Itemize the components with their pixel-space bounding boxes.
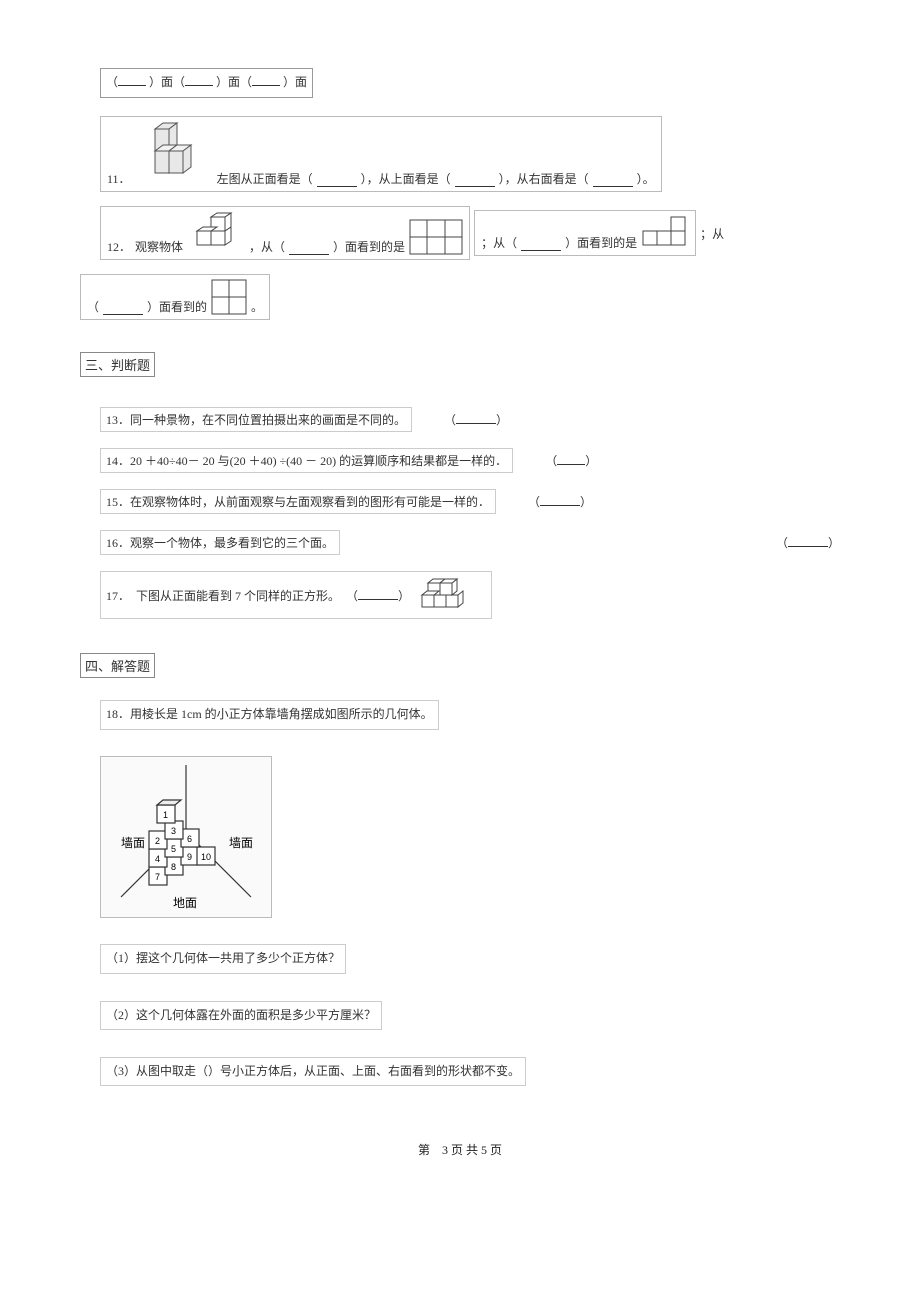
q11-t1: 左图从正面看是（ [217,170,313,187]
q13-row: 13．同一种景物，在不同位置拍摄出来的画面是不同的。 （） [100,407,840,432]
q15-ans: （） [528,493,592,510]
q18-figure-svg: 7 8 9 10 4 5 6 2 3 1 墙面 墙面 地面 [101,757,271,917]
q17-cubes-icon [416,575,486,615]
footer-a: 第 [418,1143,430,1157]
q11-t2: ），从上面看是（ [361,170,451,187]
q12-grid-2x3-icon [409,219,463,255]
q12-card-c: （ ）面看到的 。 [80,274,270,320]
q16-num: 16． [106,536,130,550]
q11-num: 11． [107,170,131,187]
svg-text:10: 10 [201,852,211,862]
q10-a: （ [106,75,118,89]
q14-num: 14． [106,454,130,468]
q18-sub2: （2）这个几何体露在外面的面积是多少平方厘米？ [100,1001,840,1035]
section3-header: 三、判断题 [80,352,155,377]
q11-t3: ），从右面看是（ [499,170,589,187]
q12-blank3[interactable] [103,303,143,315]
q13-num: 13． [106,413,130,427]
q11-card: 11． 左图从正面看是（ ），从上面看是（ ），从右面看是（ ）。 [100,116,662,192]
q12-t2: ，从（ [249,238,285,255]
q12-row: 12． 观察物体 ，从（ ）面看到的是 ；从（ ）面看到的是 [100,206,840,260]
svg-text:3: 3 [171,826,176,836]
q13-blank[interactable] [456,412,496,424]
q15-text: 在观察物体时，从前面观察与左面观察看到的图形有可能是一样的． [130,495,490,509]
q12-t7: （ [87,298,99,315]
q16-row: 16．观察一个物体，最多看到它的三个面。 （） [100,530,840,555]
section4-header: 四、解答题 [80,653,155,678]
q14-row: 14．20 ＋40÷40－ 20 与(20 ＋40) ÷(40 － 20) 的运… [100,448,840,473]
q18-label-wall-l: 墙面 [121,836,145,850]
q18-sub1-text: （1）摆这个几何体一共用了多少个正方体？ [100,944,346,974]
q13-ans: （） [444,411,508,428]
svg-text:5: 5 [171,844,176,854]
q17-text: 下图从正面能看到 7 个同样的正方形。 [136,587,340,604]
q14-blank[interactable] [557,453,585,465]
q13-text: 同一种景物，在不同位置拍摄出来的画面是不同的。 [130,413,406,427]
q11-blank1[interactable] [317,175,357,187]
q10-blank2[interactable] [185,74,213,86]
q12-num: 12． [107,238,131,255]
q10-tail: （ ）面（ ）面（ ）面 [100,68,840,102]
q18-sub3: （3）从图中取走（）号小正方体后，从正面、上面、右面看到的形状都不变。 [100,1057,840,1091]
q12-card-b: ；从（ ）面看到的是 [474,210,696,256]
q18-sub2-text: （2）这个几何体露在外面的面积是多少平方厘米？ [100,1001,382,1031]
q10-b: ）面（ [149,75,185,89]
q14-text: 20 ＋40÷40－ 20 与(20 ＋40) ÷(40 － 20) 的运算顺序… [130,454,507,468]
q18-num: 18． [106,707,130,721]
q12-object-icon [187,211,245,255]
q16-blank[interactable] [788,535,828,547]
q15-num: 15． [106,495,130,509]
q11-blank2[interactable] [455,175,495,187]
q11-row: 11． 左图从正面看是（ ），从上面看是（ ），从右面看是（ ）。 [100,116,840,192]
q15-blank[interactable] [540,494,580,506]
q17-num: 17． [106,587,130,604]
q12-shape-l-icon [641,215,689,251]
q12-t3: ）面看到的是 [333,238,405,255]
q12-card-a: 12． 观察物体 ，从（ ）面看到的是 [100,206,470,260]
q18-text: 用棱长是 1cm 的小正方体靠墙角摆成如图所示的几何体。 [130,707,433,721]
q11-cubes-icon [135,121,213,187]
q16-ans: （） [776,534,840,551]
q10-blank1[interactable] [118,74,146,86]
svg-text:6: 6 [187,834,192,844]
q17-ans: （） [346,587,410,604]
q17-blank[interactable] [358,588,398,600]
q12-blank1[interactable] [289,243,329,255]
q12-row2: （ ）面看到的 。 [80,274,840,320]
page-footer: 第 3 页 共 5 页 [80,1141,840,1158]
q12-t9: 。 [251,298,263,315]
q12-t5: ）面看到的是 [565,234,637,251]
footer-b: 3 页 共 5 页 [442,1143,502,1157]
svg-text:2: 2 [155,836,160,846]
q11-blank3[interactable] [593,175,633,187]
q17-row: 17． 下图从正面能看到 7 个同样的正方形。 （） [100,571,840,619]
svg-text:8: 8 [171,862,176,872]
q18-sub3-text: （3）从图中取走（）号小正方体后，从正面、上面、右面看到的形状都不变。 [100,1057,526,1087]
svg-text:1: 1 [163,810,168,820]
q12-grid-2x2-icon [211,279,247,315]
q12-blank2[interactable] [521,239,561,251]
q14-ans: （） [545,452,597,469]
q10-blank3[interactable] [252,74,280,86]
q18-row: 18．用棱长是 1cm 的小正方体靠墙角摆成如图所示的几何体。 [100,700,840,734]
q16-text: 观察一个物体，最多看到它的三个面。 [130,536,334,550]
q12-t4: ；从（ [481,234,517,251]
q18-sub1: （1）摆这个几何体一共用了多少个正方体？ [100,944,840,978]
q18-figure: 7 8 9 10 4 5 6 2 3 1 墙面 墙面 地面 [100,756,272,918]
q12-t1: 观察物体 [135,238,183,255]
q11-t4: ）。 [637,170,655,187]
q15-row: 15．在观察物体时，从前面观察与左面观察看到的图形有可能是一样的． （） [100,489,840,514]
q10-c: ）面（ [216,75,252,89]
q18-label-wall-r: 墙面 [229,836,253,850]
q12-t8: ）面看到的 [147,298,207,315]
q18-label-ground: 地面 [173,896,197,910]
svg-text:7: 7 [155,872,160,882]
q10-d: ）面 [283,75,307,89]
svg-text:4: 4 [155,854,160,864]
q10-box: （ ）面（ ）面（ ）面 [100,68,313,98]
svg-text:9: 9 [187,852,192,862]
q12-t6: ；从 [700,225,724,242]
